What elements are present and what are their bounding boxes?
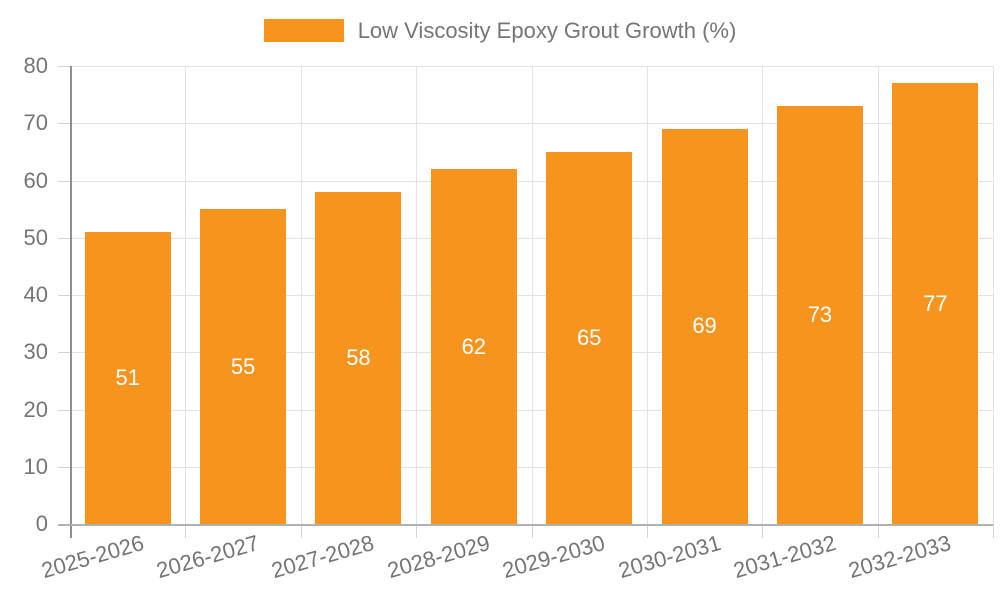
bar-value-label: 77 xyxy=(923,290,948,316)
x-axis-tick xyxy=(762,524,764,538)
bar-value-label: 55 xyxy=(230,353,256,379)
x-axis-tick xyxy=(185,524,187,538)
y-axis-tick-label: 40 xyxy=(23,282,48,307)
y-axis-tick xyxy=(58,180,70,182)
y-axis-tick-label: 20 xyxy=(23,396,48,422)
x-axis-tick xyxy=(993,524,994,538)
bar[interactable] xyxy=(200,209,287,524)
vertical-gridline xyxy=(416,66,418,524)
chart-legend[interactable]: Low Viscosity Epoxy Grout Growth (%) xyxy=(0,18,1000,43)
vertical-gridline xyxy=(300,66,302,524)
y-axis-line xyxy=(70,66,72,538)
y-axis-tick-label: 30 xyxy=(23,339,48,365)
vertical-gridline xyxy=(531,66,533,524)
x-axis-tick xyxy=(416,524,418,538)
bar[interactable] xyxy=(661,128,748,524)
y-axis-tick xyxy=(58,409,70,411)
vertical-gridline xyxy=(993,66,994,524)
bar[interactable] xyxy=(84,232,171,524)
vertical-gridline xyxy=(185,66,187,524)
y-axis-tick-label: 10 xyxy=(23,453,48,479)
y-axis-tick xyxy=(58,295,70,296)
bar-value-label: 51 xyxy=(115,365,140,390)
bar-value-label: 65 xyxy=(576,324,602,350)
x-axis-line xyxy=(58,524,993,526)
y-axis-tick xyxy=(58,123,70,125)
y-axis-tick-label: 60 xyxy=(23,167,48,193)
bar-value-label: 69 xyxy=(692,313,717,339)
vertical-gridline xyxy=(877,66,879,524)
bar[interactable] xyxy=(892,83,979,524)
legend-swatch-icon xyxy=(263,19,344,42)
bar[interactable] xyxy=(315,191,402,524)
y-axis-tick xyxy=(58,66,70,67)
bar[interactable] xyxy=(430,169,517,524)
legend-label: Low Viscosity Epoxy Grout Growth (%) xyxy=(357,18,737,43)
x-axis-tick xyxy=(646,524,648,538)
x-axis-tick xyxy=(877,524,879,538)
vertical-gridline xyxy=(646,66,648,524)
y-axis-tick-label: 0 xyxy=(35,511,48,536)
y-axis-tick xyxy=(58,466,70,468)
y-axis-tick xyxy=(58,237,70,239)
vertical-gridline xyxy=(762,66,764,524)
bar-value-label: 73 xyxy=(807,302,833,328)
bar-value-label: 58 xyxy=(346,344,371,370)
y-axis-tick-label: 80 xyxy=(23,53,48,78)
bar[interactable] xyxy=(776,106,863,524)
x-axis-tick xyxy=(300,524,302,538)
y-axis-tick-label: 50 xyxy=(23,224,48,250)
bar-value-label: 62 xyxy=(461,333,487,359)
y-axis-tick xyxy=(58,352,70,354)
bar[interactable] xyxy=(546,151,633,524)
y-axis-tick-label: 70 xyxy=(23,110,48,136)
x-axis-tick xyxy=(531,524,533,538)
